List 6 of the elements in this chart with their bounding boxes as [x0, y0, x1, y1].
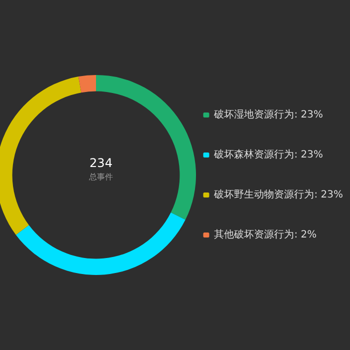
legend-label: 其他破坏资源行为: 2% [214, 228, 317, 240]
legend-label: 破坏森林资源行为: 23% [213, 148, 324, 160]
text: 234 [90, 156, 112, 170]
legend-label: 破坏湿地资源行为: 23% [213, 108, 324, 120]
legend-label: 破坏野生动物资源行为: 23% [213, 188, 344, 200]
text: 总事件 [88, 172, 113, 182]
